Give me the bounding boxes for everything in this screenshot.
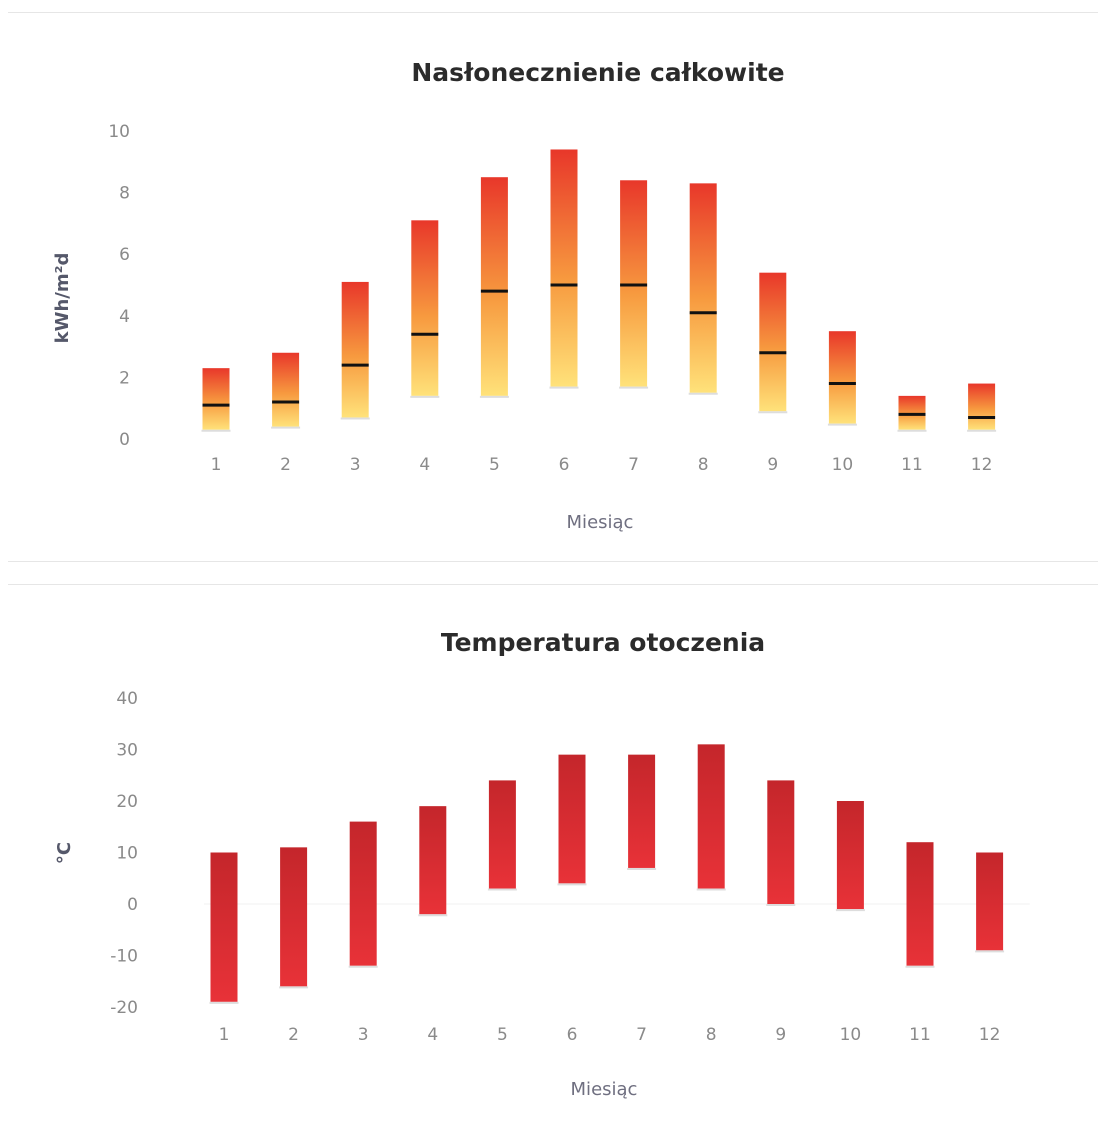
chart-title: Nasłonecznienie całkowite bbox=[411, 58, 784, 87]
range-bar bbox=[898, 395, 926, 430]
y-tick-label: 20 bbox=[116, 792, 138, 812]
x-tick-label: 11 bbox=[901, 455, 923, 475]
y-tick-label: 10 bbox=[108, 122, 130, 142]
range-bar bbox=[836, 801, 864, 910]
x-tick-label: 11 bbox=[909, 1025, 931, 1045]
x-axis: 1 2 3 4 5 6 7 8 9 10 11 12 bbox=[219, 1025, 1001, 1045]
range-bar bbox=[488, 780, 516, 889]
chart-title: Temperatura otoczenia bbox=[441, 628, 765, 657]
y-axis-label: °C bbox=[54, 842, 75, 864]
y-tick-label: 8 bbox=[119, 184, 130, 204]
y-tick-label: -10 bbox=[110, 947, 138, 967]
y-axis-label: kWh/m²d bbox=[52, 253, 73, 344]
range-bar bbox=[349, 821, 377, 966]
x-axis-label: Miesiąc bbox=[567, 512, 634, 533]
range-bar bbox=[210, 852, 238, 1002]
y-tick-label: 2 bbox=[119, 368, 130, 388]
x-tick-label: 4 bbox=[419, 455, 430, 475]
range-bar bbox=[550, 149, 578, 387]
x-tick-label: 1 bbox=[211, 455, 222, 475]
x-tick-label: 7 bbox=[636, 1025, 647, 1045]
y-tick-label: -20 bbox=[110, 998, 138, 1018]
x-tick-label: 12 bbox=[979, 1025, 1001, 1045]
range-bar bbox=[828, 331, 856, 424]
x-tick-label: 3 bbox=[350, 455, 361, 475]
x-tick-label: 9 bbox=[775, 1025, 786, 1045]
x-axis: 1 2 3 4 5 6 7 8 9 10 11 12 bbox=[211, 455, 993, 475]
x-tick-label: 3 bbox=[358, 1025, 369, 1045]
x-tick-label: 1 bbox=[219, 1025, 230, 1045]
range-bar bbox=[697, 744, 725, 889]
range-bar bbox=[906, 842, 934, 966]
x-tick-label: 6 bbox=[559, 455, 570, 475]
x-tick-label: 10 bbox=[840, 1025, 862, 1045]
x-tick-label: 8 bbox=[698, 455, 709, 475]
range-bar bbox=[620, 180, 648, 387]
range-bar bbox=[968, 383, 996, 430]
x-tick-label: 8 bbox=[706, 1025, 717, 1045]
range-bar bbox=[341, 281, 369, 418]
x-tick-label: 4 bbox=[427, 1025, 438, 1045]
y-tick-label: 10 bbox=[116, 844, 138, 864]
y-tick-label: 40 bbox=[116, 689, 138, 709]
y-tick-label: 0 bbox=[127, 895, 138, 915]
x-axis-label: Miesiąc bbox=[571, 1079, 638, 1100]
y-axis: 0 2 4 6 8 10 bbox=[108, 122, 130, 450]
x-tick-label: 12 bbox=[971, 455, 993, 475]
range-bar bbox=[411, 220, 439, 396]
range-bar bbox=[272, 352, 300, 427]
x-tick-label: 5 bbox=[489, 455, 500, 475]
range-bar bbox=[976, 852, 1004, 951]
x-tick-label: 7 bbox=[628, 455, 639, 475]
range-bar bbox=[280, 847, 308, 987]
bars bbox=[209, 744, 1005, 1004]
y-tick-label: 6 bbox=[119, 245, 130, 265]
range-bar bbox=[759, 272, 787, 412]
range-bar bbox=[419, 806, 447, 915]
x-tick-label: 10 bbox=[832, 455, 854, 475]
range-bar bbox=[480, 177, 508, 396]
range-bar bbox=[628, 754, 656, 868]
range-bar bbox=[202, 368, 230, 430]
y-tick-label: 0 bbox=[119, 430, 130, 450]
y-tick-label: 4 bbox=[119, 307, 130, 327]
x-tick-label: 5 bbox=[497, 1025, 508, 1045]
y-tick-label: 30 bbox=[116, 741, 138, 761]
x-tick-label: 9 bbox=[767, 455, 778, 475]
x-tick-label: 2 bbox=[280, 455, 291, 475]
range-bar bbox=[558, 754, 586, 884]
x-tick-label: 6 bbox=[567, 1025, 578, 1045]
y-axis: -20 -10 0 10 20 30 40 bbox=[110, 689, 1030, 1018]
range-bar bbox=[767, 780, 795, 904]
bars bbox=[201, 149, 997, 432]
x-tick-label: 2 bbox=[288, 1025, 299, 1045]
range-bar bbox=[689, 183, 717, 393]
